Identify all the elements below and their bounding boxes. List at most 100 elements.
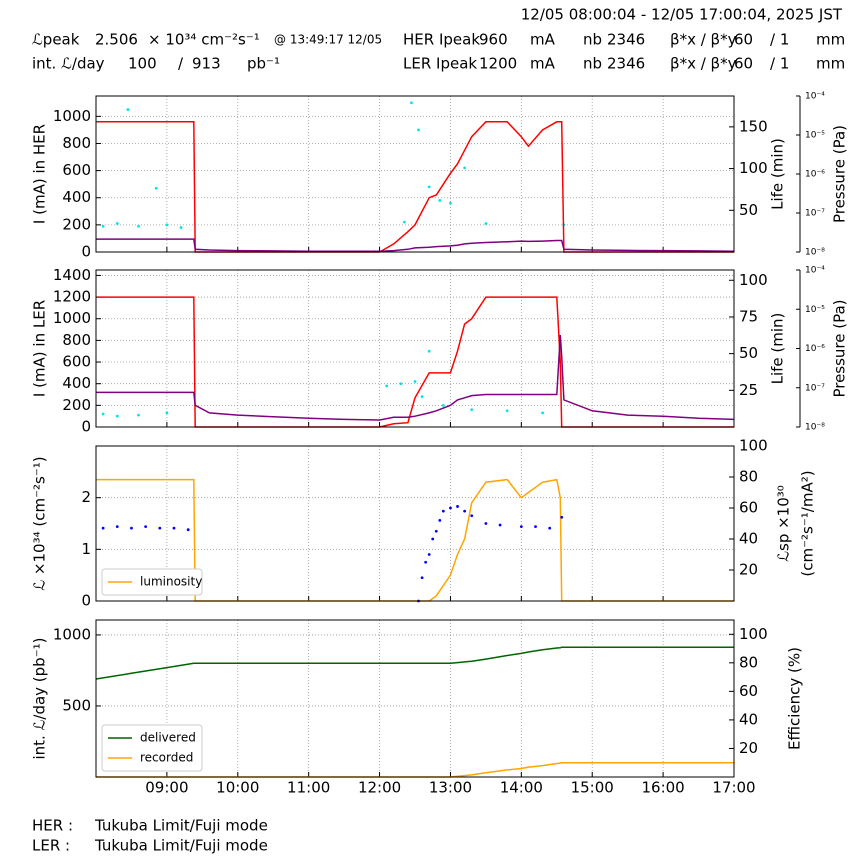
data-point [456,505,459,508]
y3-axis-label: Pressure (Pa) [831,125,849,223]
data-point [165,223,169,227]
data-point [484,222,488,225]
y2-tick-label: 40 [739,710,758,728]
y3-tick-label: 10⁻⁷ [805,209,825,219]
data-point [441,509,445,513]
y3-tick-label: 10⁻⁸ [805,423,825,433]
y3-tick-label: 10⁻⁶ [805,170,825,180]
data-point [548,526,552,530]
data-point [410,101,413,105]
plot-frame [95,619,735,778]
data-point [101,224,105,228]
data-point [427,553,431,556]
header-item: nb [583,31,602,49]
y2-tick-label: 100 [739,271,768,289]
y-tick-label: 1200 [53,288,91,306]
y3-tick-label: 10⁻⁸ [805,248,825,258]
y-tick-label: 0 [81,243,91,261]
series-line [96,238,735,253]
plot-frame [95,445,735,602]
y2-tick-label: 100 [739,437,768,455]
x-tick-label: 11:00 [287,779,330,797]
data-point [449,201,452,205]
data-point [560,515,564,519]
y-tick-label: 1000 [53,107,91,125]
footer-item: Tukuba Limit/Fuji mode [94,837,268,855]
header-item: / 1 [770,55,789,73]
y2-tick-label: 40 [739,530,758,548]
data-point [463,509,467,513]
y-tick-label: 600 [62,353,91,371]
data-point [498,523,502,527]
y2-tick-label: 100 [739,159,768,177]
footer-item: Tukuba Limit/Fuji mode [94,817,268,835]
data-point [484,522,488,525]
y3-tick-label: 10⁻⁷ [805,383,825,393]
header-item: mA [530,55,556,73]
header-item: 2346 [607,55,645,73]
header-item: mm [816,31,845,49]
y2-tick-label: 20 [739,561,758,579]
plot-frame [95,269,735,428]
series-line [96,121,734,253]
y-tick-label: 800 [62,331,91,349]
y2-tick-label: 50 [739,201,758,219]
data-point [438,199,442,202]
y2-axis-label: Life (min) [769,313,787,385]
y-tick-label: 1000 [53,309,91,327]
header-item: int. ℒ/day [32,55,105,73]
legend-label: recorded [140,751,193,765]
y-tick-label: 1400 [53,266,91,284]
y-tick-label: 200 [62,215,91,233]
y2-tick-label: 60 [739,682,758,700]
data-point [434,529,438,533]
y-tick-label: 2 [81,488,91,506]
legend-label: delivered [140,731,196,745]
data-point [130,526,133,530]
data-point [417,128,420,132]
y2-axis-label: Life (min) [769,138,787,210]
data-point [402,220,406,224]
y-axis-label: I (mA) in HER [31,124,49,224]
data-point [165,411,169,415]
data-point [427,349,431,353]
data-point [463,166,467,170]
header-item: 1200 [479,55,517,73]
x-tick-label: 14:00 [500,779,543,797]
series-line [95,646,734,680]
data-point [101,526,105,530]
legend-box [101,724,203,772]
header-item: 2.506 [95,31,138,49]
header-item: × 10³⁴ cm⁻²s⁻¹ [148,31,260,49]
x-tick-label: 12:00 [358,779,401,797]
header-item: HER Ipeak [403,31,480,49]
y-axis-label: I (mA) in LER [31,300,49,397]
y2-tick-label: 100 [739,625,768,643]
y2-axis-label: Efficiency (%) [786,647,804,750]
header-item: 913 [192,55,221,73]
footer-item: LER : [32,837,70,855]
header-item: 60 [734,31,753,49]
header-item: / 1 [770,31,789,49]
data-point [441,403,445,407]
y3-tick-label: 10⁻⁴ [805,92,825,102]
header-item: mA [530,31,556,49]
y2-tick-label: 75 [739,307,758,325]
y-axis-label: ℒ ×10³⁴ (cm⁻²s⁻¹) [31,456,49,590]
y2-tick-label: 80 [739,653,758,671]
data-point [158,526,162,530]
y-tick-label: 0 [81,418,91,436]
data-point [179,226,183,229]
y2-tick-label: 50 [739,344,758,362]
legend-box [101,568,203,596]
data-point [154,186,158,190]
y-tick-label: 800 [62,134,91,152]
y3-tick-label: 10⁻⁵ [805,305,825,315]
series-line [96,334,735,421]
x-tick-label: 16:00 [641,779,684,797]
data-point [126,108,130,111]
data-point [534,525,537,528]
y-tick-label: 1 [81,540,91,558]
time-range: 12/05 08:00:04 - 12/05 17:00:04, 2025 JS… [521,6,843,24]
